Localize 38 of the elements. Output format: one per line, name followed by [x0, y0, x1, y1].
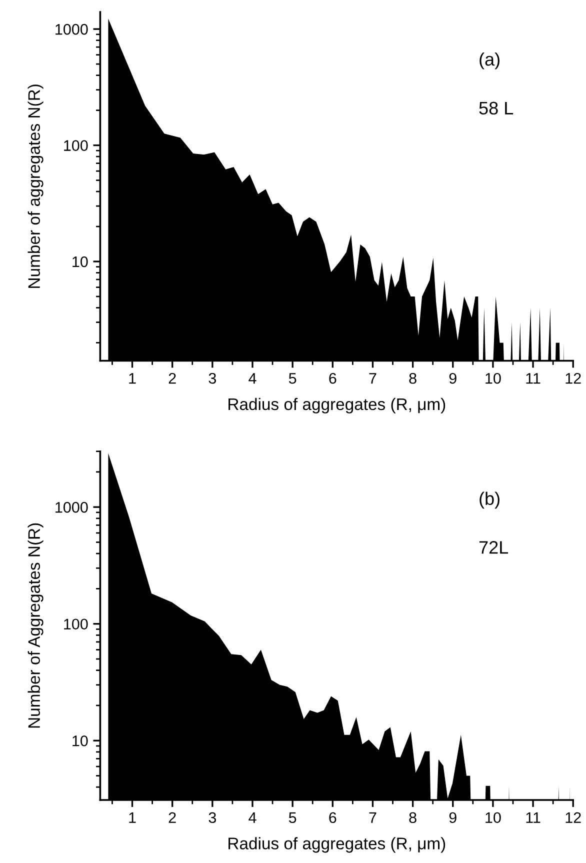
x-tick-label: 6	[329, 372, 336, 384]
x-tick-label: 6	[329, 812, 336, 824]
x-tick-label: 8	[409, 812, 416, 824]
annotation: 72L	[479, 541, 508, 554]
y-tick-label: 10	[72, 256, 88, 268]
annotation: (b)	[480, 492, 500, 509]
y-tick-label: 10	[72, 735, 88, 746]
x-tick-label: 4	[248, 812, 256, 823]
x-tick-label: 11	[526, 812, 540, 823]
x-tick-label: 12	[566, 372, 581, 384]
x-tick-label: 11	[526, 373, 540, 384]
x-tick-label: 3	[208, 372, 216, 384]
x-tick-label: 3	[208, 812, 216, 824]
y-tick-label: 1000	[56, 24, 88, 35]
x-tick-label: 10	[486, 812, 501, 824]
y-tick-label: 1000	[56, 502, 88, 513]
x-tick-label: 12	[566, 812, 581, 823]
x-tick-label: 1	[129, 373, 136, 384]
x-axis-title: Radius of aggregates (R, μm)	[228, 837, 446, 853]
x-tick-label: 2	[168, 372, 176, 384]
x-tick-label: 8	[409, 372, 416, 384]
x-tick-label: 1	[129, 812, 136, 823]
x-tick-label: 2	[168, 812, 176, 823]
annotation: (a)	[480, 52, 500, 70]
y-axis-title: Number of aggregates N(R)	[28, 84, 44, 288]
x-axis-title: Radius of aggregates (R, μm)	[228, 398, 446, 414]
x-tick-label: 5	[288, 373, 296, 384]
x-tick-label: 5	[288, 812, 296, 824]
x-tick-label: 9	[449, 372, 456, 384]
x-tick-label: 4	[248, 373, 256, 384]
y-tick-label: 100	[64, 140, 88, 151]
annotation: 58 L	[479, 102, 514, 115]
x-tick-label: 7	[369, 812, 376, 823]
y-tick-label: 100	[64, 618, 88, 630]
y-axis-title: Number of Aggregates N(R)	[28, 523, 44, 728]
x-tick-label: 9	[449, 812, 456, 824]
x-tick-label: 10	[486, 372, 501, 384]
x-tick-label: 7	[369, 373, 376, 384]
